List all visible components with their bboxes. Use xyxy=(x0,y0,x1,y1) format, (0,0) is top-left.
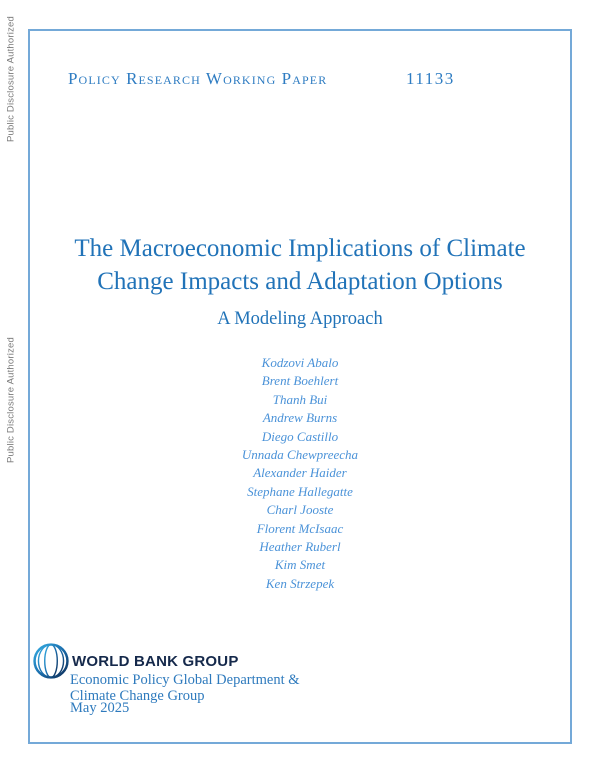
world-bank-globe-icon xyxy=(33,643,69,679)
paper-title-line: Change Impacts and Adaptation Options xyxy=(97,268,503,295)
author-name: Unnada Chewpreecha xyxy=(241,447,359,463)
author-name: Diego Castillo xyxy=(261,428,339,444)
author-name: Ken Strzepek xyxy=(265,575,335,591)
author-name: Kim Smet xyxy=(274,557,326,573)
world-bank-group-wordmark: WORLD BANK GROUP xyxy=(72,653,239,670)
author-name: Brent Boehlert xyxy=(261,373,339,389)
paper-type-label: Policy Research Working Paper xyxy=(68,69,328,88)
department-line: Economic Policy Global Department & xyxy=(70,672,300,688)
public-disclosure-watermark: Public Disclosure Authorized xyxy=(5,16,17,142)
department-line: Climate Change Group xyxy=(70,687,205,704)
author-list: Kodzovi Abalo Brent Boehlert Thanh Bui A… xyxy=(30,354,570,593)
author-name: Andrew Burns xyxy=(262,410,338,426)
publication-date: May 2025 xyxy=(70,700,130,716)
author-name: Charl Jooste xyxy=(266,502,334,518)
paper-number: 11133 xyxy=(406,69,455,88)
author-name: Stephane Hallegatte xyxy=(247,483,353,499)
author-name: Heather Ruberl xyxy=(259,539,341,555)
author-name: Thanh Bui xyxy=(272,391,328,407)
paper-title-line: The Macroeconomic Implications of Climat… xyxy=(74,235,526,262)
public-disclosure-watermark: Public Disclosure Authorized xyxy=(5,337,17,463)
author-name: Florent McIsaac xyxy=(256,520,344,536)
paper-subtitle: A Modeling Approach xyxy=(217,309,383,329)
author-name: Alexander Haider xyxy=(253,465,347,481)
cover-frame: Policy Research Working Paper 11133 The … xyxy=(28,29,572,744)
department-name: Economic Policy Global Department & Clim… xyxy=(70,672,300,704)
paper-title: The Macroeconomic Implications of Climat… xyxy=(30,232,570,298)
author-name: Kodzovi Abalo xyxy=(261,355,339,370)
